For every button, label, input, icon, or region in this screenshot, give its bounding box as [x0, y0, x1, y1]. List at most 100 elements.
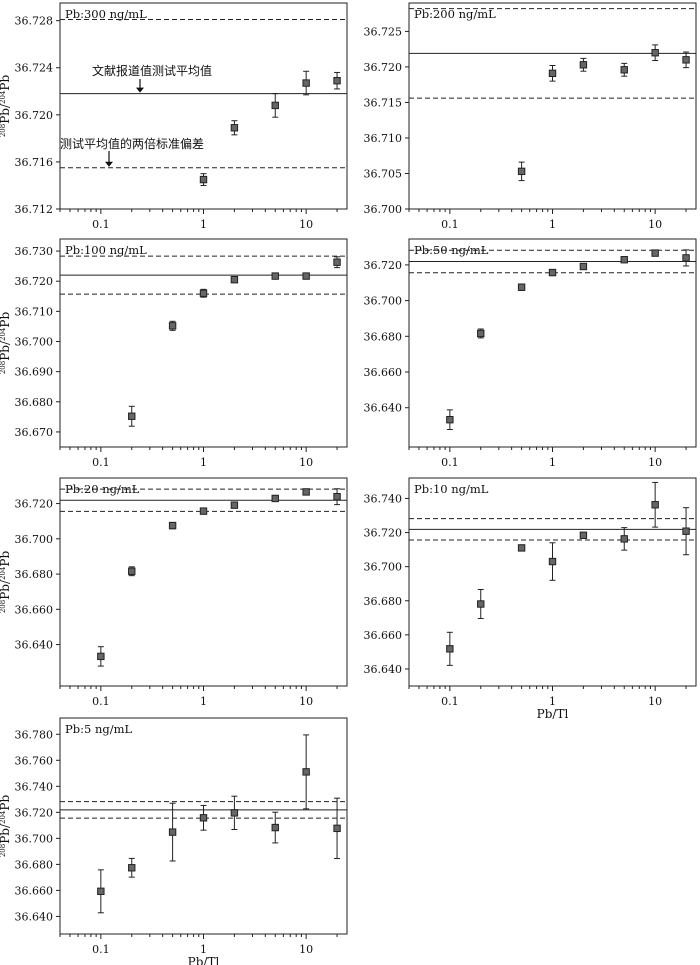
data-marker [651, 501, 659, 509]
y-tick-label: 36.716 [15, 156, 54, 169]
data-marker [682, 254, 690, 262]
data-point [682, 507, 690, 556]
data-marker [620, 256, 628, 264]
data-marker [620, 66, 628, 74]
y-axis-title: 208Pb/204Pb [0, 312, 12, 375]
data-marker [230, 809, 239, 817]
y-tick-label: 36.740 [364, 492, 403, 505]
data-marker [333, 824, 341, 833]
chart-panel: 36.640 36.660 36.680 36.700 36.720 0.1 1 10 Pb:5… [364, 238, 697, 469]
plot-frame [59, 238, 348, 448]
data-point [548, 268, 557, 277]
data-point [230, 120, 239, 136]
panel-title: Pb:300 ng/mL [65, 7, 147, 21]
y-tick-label: 36.680 [15, 568, 54, 581]
data-point [517, 544, 526, 552]
y-tick-label: 36.724 [15, 62, 54, 75]
x-axis-title: Pb/Tl [188, 955, 220, 965]
data-marker [579, 61, 588, 69]
panel-title: Pb:50 ng/mL [414, 243, 489, 257]
data-marker [168, 322, 177, 330]
x-tick-label: 10 [299, 456, 313, 469]
panel-title: Pb:10 ng/mL [414, 482, 489, 496]
data-marker [271, 272, 279, 280]
data-marker [651, 249, 659, 257]
y-tick-label: 36.660 [15, 884, 54, 897]
data-point [128, 405, 136, 427]
y-tick-label: 36.720 [364, 259, 403, 272]
data-point [333, 256, 341, 269]
x-tick-label: 0.1 [441, 456, 459, 469]
y-axis-title: 208Pb/204Pb [0, 795, 12, 858]
data-marker [302, 488, 310, 496]
data-marker [128, 864, 136, 872]
y-tick-label: 36.640 [15, 639, 54, 652]
chart-panel: 36.712 36.716 36.720 36.724 36.728 0.1 1 10 Pb:3… [0, 2, 348, 231]
data-point [517, 161, 526, 182]
panel-title: Pb:200 ng/mL [414, 7, 496, 21]
y-tick-label: 36.712 [15, 203, 54, 216]
data-marker [230, 124, 239, 132]
data-marker [97, 652, 105, 661]
plot-frame [408, 477, 697, 687]
x-tick-label: 0.1 [441, 218, 459, 231]
data-point [97, 646, 105, 667]
x-tick-label: 10 [648, 695, 662, 708]
data-point [128, 566, 136, 577]
data-marker [97, 887, 105, 896]
y-tick-label: 36.740 [15, 780, 54, 793]
data-marker [517, 167, 526, 176]
data-marker [682, 527, 690, 535]
data-point [446, 631, 454, 666]
x-tick-label: 1 [200, 456, 207, 469]
data-point [97, 869, 105, 914]
y-tick-label: 36.720 [364, 527, 403, 540]
y-tick-label: 36.700 [364, 203, 403, 216]
data-marker [333, 492, 341, 501]
data-point [446, 409, 454, 431]
y-tick-label: 36.640 [364, 663, 403, 676]
data-marker [548, 557, 557, 566]
data-point [579, 57, 588, 72]
chart-panel: 36.640 36.660 36.680 36.700 36.720 0.1 1 10 Pb:2… [0, 477, 348, 708]
y-tick-label: 36.725 [364, 25, 403, 38]
data-marker [579, 262, 588, 271]
panel-title: Pb:20 ng/mL [65, 482, 140, 496]
y-axis-title: 208Pb/204Pb [0, 75, 12, 138]
y-tick-label: 36.680 [364, 330, 403, 343]
data-marker [477, 329, 485, 338]
data-point [682, 249, 690, 267]
x-tick-label: 1 [549, 456, 556, 469]
data-point [579, 262, 588, 271]
data-point [302, 272, 310, 280]
data-marker [548, 69, 557, 78]
data-marker [302, 79, 310, 87]
y-tick-label: 36.720 [15, 109, 54, 122]
data-point [651, 249, 659, 257]
data-marker [199, 175, 208, 184]
y-tick-label: 36.660 [364, 629, 403, 642]
data-point [302, 734, 310, 810]
data-marker [517, 283, 526, 291]
data-point [271, 494, 279, 503]
x-tick-label: 10 [299, 943, 313, 956]
data-point [168, 521, 177, 530]
chart-panel: 36.670 36.680 36.690 36.700 36.710 36.720 36.7… [0, 238, 348, 469]
data-point [548, 65, 557, 82]
chart-panel: 36.640 36.660 36.680 36.700 36.720 36.740 36.7… [0, 717, 348, 965]
data-point [168, 802, 177, 862]
data-point [230, 795, 239, 831]
y-tick-label: 36.640 [364, 402, 403, 415]
x-tick-label: 0.1 [441, 695, 459, 708]
data-marker [446, 415, 454, 424]
x-tick-label: 0.1 [92, 456, 110, 469]
data-marker [579, 531, 588, 539]
x-tick-label: 1 [200, 218, 207, 231]
annotation-reference-label: 文献报道值测试平均值 [92, 63, 212, 78]
data-point [302, 488, 310, 496]
x-tick-label: 10 [648, 456, 662, 469]
data-point [230, 275, 239, 284]
data-point [168, 320, 177, 331]
data-marker [477, 600, 485, 608]
y-tick-label: 36.690 [15, 366, 54, 379]
